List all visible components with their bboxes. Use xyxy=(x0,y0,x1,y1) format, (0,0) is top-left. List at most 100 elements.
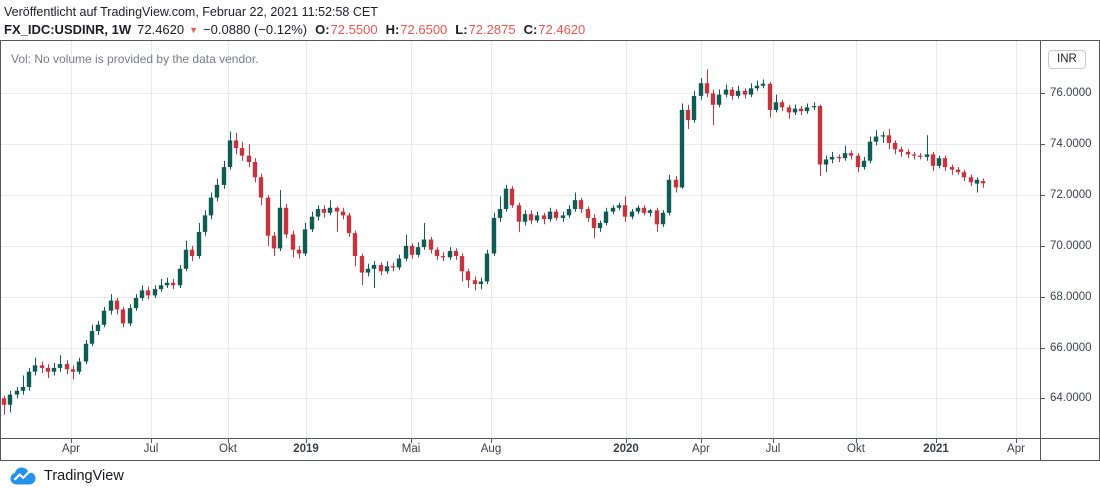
candle-body xyxy=(127,308,133,324)
candle-body xyxy=(145,290,151,296)
candle-body xyxy=(183,249,189,269)
candle-body xyxy=(51,367,57,372)
candle-body xyxy=(390,266,396,268)
time-label: Jul xyxy=(765,443,781,455)
candle-body xyxy=(196,231,202,257)
candle-body xyxy=(45,367,51,372)
price-tick xyxy=(1041,348,1045,349)
candle-body xyxy=(936,158,942,166)
candle-body xyxy=(961,172,967,178)
time-tick xyxy=(228,439,229,443)
candle-body xyxy=(290,234,296,250)
symbol-line: FX_IDC:USDINR, 1W 72.4620 ▼ −0.0880 (−0.… xyxy=(4,22,1004,37)
candle-body xyxy=(811,106,817,108)
low-label: L: xyxy=(455,22,468,37)
volume-note: Vol: No volume is provided by the data v… xyxy=(11,52,259,66)
candle-body xyxy=(396,258,402,268)
candle-body xyxy=(610,207,616,212)
candlestick-plot-area[interactable]: Vol: No volume is provided by the data v… xyxy=(1,41,1041,439)
time-label: Okt xyxy=(847,443,865,455)
candle-body xyxy=(352,233,358,257)
price-axis[interactable]: INR 76.0000 74.0000 72.0000 70.0000 68.0000 6… xyxy=(1041,41,1099,439)
time-tick xyxy=(71,439,72,443)
ohlc-high: H:72.6500 xyxy=(386,22,448,37)
candle-body xyxy=(101,310,107,325)
price-tick xyxy=(1041,144,1045,145)
price-change: −0.0880 (−0.12%) xyxy=(203,22,308,37)
candle-body xyxy=(748,88,754,95)
candle-body xyxy=(616,205,622,208)
candle-body xyxy=(566,209,572,216)
candle-body xyxy=(779,102,785,108)
candle-body xyxy=(773,102,779,110)
time-tick xyxy=(306,439,307,443)
candlestick-chart[interactable] xyxy=(1,41,1040,438)
candle-body xyxy=(942,158,948,168)
candle-body xyxy=(120,309,126,324)
candle-body xyxy=(968,177,974,183)
price-label: 72.0000 xyxy=(1050,189,1092,201)
candle-body xyxy=(716,94,722,105)
open-value: 72.5500 xyxy=(330,22,378,37)
candle-body xyxy=(164,282,170,286)
price-label: 70.0000 xyxy=(1050,240,1092,252)
candle-body xyxy=(428,239,434,250)
candle-body xyxy=(685,109,691,121)
time-tick xyxy=(1016,439,1017,443)
price-tick xyxy=(1041,195,1045,196)
time-axis[interactable]: Apr Jul Okt 2019 Mai Aug 2020 Apr Jul Okt 2021 Apr xyxy=(1,439,1041,460)
candle-body xyxy=(723,89,729,95)
low-value: 72.2875 xyxy=(468,22,516,37)
candle-body xyxy=(666,179,672,213)
candle-body xyxy=(139,290,145,298)
price-tick xyxy=(1041,398,1045,399)
time-label: 2021 xyxy=(923,443,949,455)
candle-body xyxy=(497,209,503,218)
candle-body xyxy=(472,280,478,285)
candle-body xyxy=(258,177,264,198)
candle-body xyxy=(64,364,70,370)
candle-body xyxy=(534,215,540,221)
candle-body xyxy=(622,205,628,217)
price-label: 74.0000 xyxy=(1050,138,1092,150)
candle-body xyxy=(553,211,559,218)
chart-widget: Vol: No volume is provided by the data v… xyxy=(0,40,1100,461)
candle-body xyxy=(578,200,584,210)
candle-body xyxy=(459,256,465,272)
candle-body xyxy=(14,390,20,395)
close-label: C: xyxy=(523,22,538,37)
candle-body xyxy=(39,365,45,368)
candle-body xyxy=(1,398,7,405)
candle-body xyxy=(629,211,635,217)
candle-body xyxy=(227,140,233,168)
candle-body xyxy=(541,215,547,220)
candle-body xyxy=(453,250,459,257)
symbol-interval-label: FX_IDC:USDINR, 1W xyxy=(4,22,132,37)
candle-body xyxy=(447,250,453,258)
candle-body xyxy=(754,85,760,89)
candle-body xyxy=(271,235,277,249)
candle-body xyxy=(133,297,139,309)
candle-body xyxy=(704,83,710,94)
candle-body xyxy=(340,211,346,216)
candle-body xyxy=(760,83,766,86)
candle-body xyxy=(321,209,327,213)
price-label: 66.0000 xyxy=(1050,342,1092,354)
candle-body xyxy=(974,179,980,184)
candle-body xyxy=(20,386,26,391)
candle-body xyxy=(980,181,986,184)
candle-body xyxy=(7,394,13,405)
chart-header: Veröffentlicht auf TradingView.com, Febr… xyxy=(4,5,1004,37)
tradingview-footer[interactable]: TradingView xyxy=(10,467,124,485)
down-triangle-icon: ▼ xyxy=(189,25,199,35)
candle-body xyxy=(152,289,158,296)
candle-body xyxy=(817,106,823,165)
candle-body xyxy=(415,247,421,255)
candle-body xyxy=(829,156,835,160)
candle-body xyxy=(359,256,365,273)
high-label: H: xyxy=(385,22,400,37)
candle-body xyxy=(384,266,390,272)
candle-body xyxy=(698,83,704,96)
candle-body xyxy=(503,188,509,210)
